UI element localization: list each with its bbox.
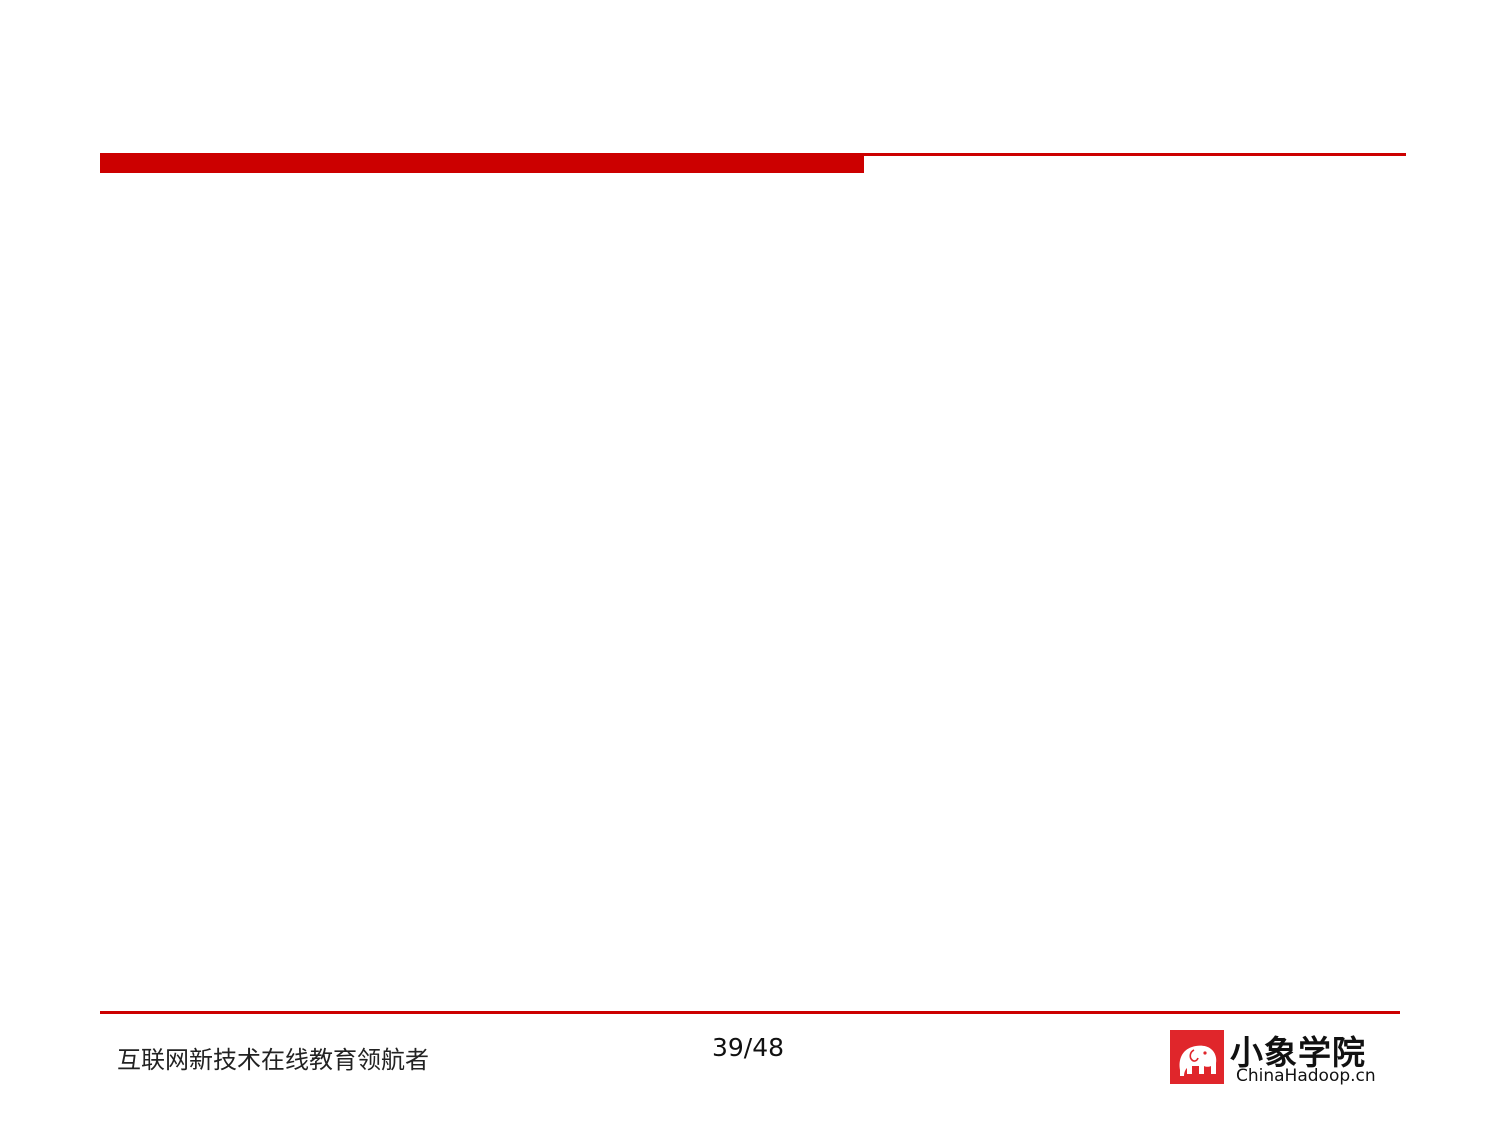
header-rule (864, 153, 1406, 156)
slide-content-area (100, 190, 1406, 990)
footer-rule (100, 1011, 1400, 1014)
logo-english-name: ChinaHadoop.cn (1236, 1066, 1376, 1086)
company-logo: 小象学院 ChinaHadoop.cn (1170, 1028, 1390, 1086)
header-accent-bar (100, 153, 864, 173)
elephant-logo-icon (1170, 1030, 1224, 1084)
logo-chinese-name: 小象学院 (1230, 1033, 1366, 1072)
page-number: 39/48 (712, 1033, 785, 1062)
footer-slogan: 互联网新技术在线教育领航者 (117, 1046, 429, 1074)
